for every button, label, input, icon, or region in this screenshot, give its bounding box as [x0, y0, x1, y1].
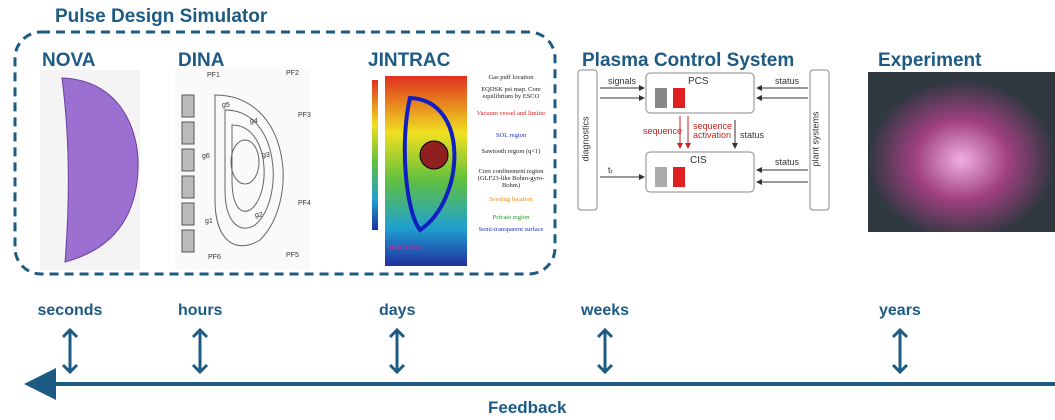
code-title: JINTRAC	[368, 50, 450, 72]
pcs-block	[655, 88, 667, 108]
dina-label: PF1	[207, 72, 220, 79]
jintrac-annotation: Semi-transparent surface	[475, 226, 547, 233]
pcs-label: diagnostics	[581, 116, 591, 161]
dina-label: PF3	[298, 112, 311, 119]
dina-label: PF5	[286, 252, 299, 259]
pcs-block	[673, 88, 685, 108]
time-arrows	[63, 330, 907, 372]
pcs-label: sequence activation	[693, 122, 731, 140]
jintrac-annotation: Core confinement region (GLF23-like Bohm…	[475, 168, 547, 189]
pcs-title: Plasma Control System	[582, 50, 794, 72]
time-double-arrow	[63, 330, 77, 372]
pcs-label: status	[775, 157, 799, 167]
jintrac-annotation: Vacuum vessel and limiter	[475, 110, 547, 117]
feedback: Feedback	[488, 398, 566, 418]
title: Pulse Design Simulator	[55, 6, 267, 28]
dina-image	[175, 68, 310, 270]
jintrac-colorbar	[372, 80, 378, 230]
jintrac-annotation: Pump surface	[368, 244, 440, 251]
time-double-arrow	[893, 330, 907, 372]
time-label: days	[379, 302, 415, 320]
time-label: seconds	[38, 302, 103, 320]
pcs-label: status	[740, 130, 764, 140]
dina-label: g3	[262, 152, 270, 159]
pcs-label: sequence	[643, 126, 682, 136]
pcs-label: signals	[608, 76, 636, 86]
jintrac-core	[420, 141, 448, 169]
dina-label: g1	[205, 218, 213, 225]
dina-label: PF2	[286, 70, 299, 77]
time-double-arrow	[390, 330, 404, 372]
code-title: DINA	[178, 50, 224, 72]
cis-block	[673, 167, 685, 187]
dina-label: g5	[222, 102, 230, 109]
dina-label: PF6	[208, 254, 221, 261]
cis-block	[655, 167, 667, 187]
experiment-title: Experiment	[878, 50, 981, 72]
pcs-label: CIS	[690, 155, 707, 166]
pcs-label: tᵣ	[608, 165, 613, 175]
pcs-label: PCS	[688, 76, 709, 87]
jintrac-annotation: SOL region	[475, 132, 547, 139]
jintrac-annotation: Seeding location	[475, 196, 547, 203]
code-title: NOVA	[42, 50, 95, 72]
dina-label: PF4	[298, 200, 311, 207]
page: Pulse Design Simulator NOVA DINA JINTRAC…	[0, 0, 1055, 420]
jintrac-annotation: Gas puff location	[475, 74, 547, 81]
dina-label: g2	[255, 212, 263, 219]
time-double-arrow	[193, 330, 207, 372]
dina-label: g4	[250, 118, 258, 125]
time-label: hours	[178, 302, 222, 320]
time-label: weeks	[581, 302, 629, 320]
experiment-image	[868, 72, 1055, 232]
time-double-arrow	[598, 330, 612, 372]
jintrac-annotation: EQDSK psi map. Core equilibrium by ESCO	[475, 86, 547, 100]
pcs-label: plant systems	[811, 111, 821, 166]
jintrac-annotation: Sawtooth region (q<1)	[475, 148, 547, 155]
jintrac-annotation: Private region	[475, 214, 547, 221]
dina-label: g6	[202, 153, 210, 160]
pcs-label: status	[775, 76, 799, 86]
time-label: years	[879, 302, 921, 320]
